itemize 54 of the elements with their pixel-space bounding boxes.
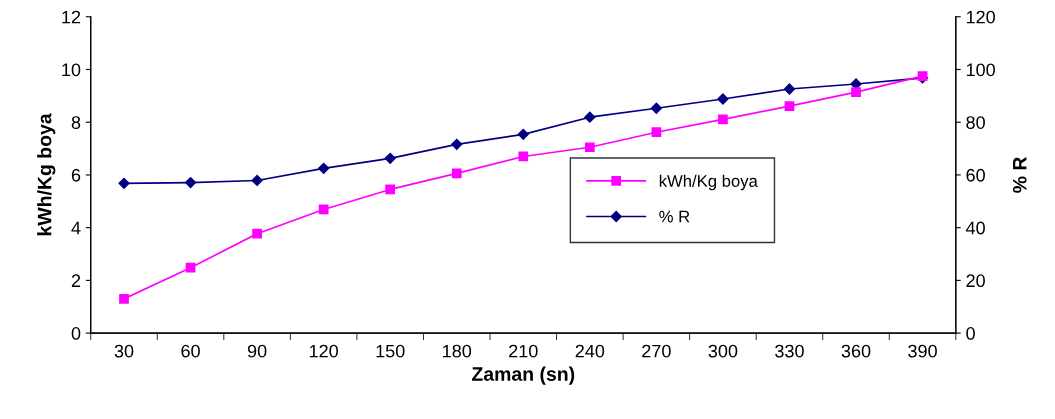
y2-tick-label: 100 (966, 63, 995, 77)
x-tick-label: 210 (509, 344, 538, 358)
y2-tick-label: 60 (966, 168, 985, 182)
point (184, 176, 197, 189)
y2-tick-label: 120 (966, 10, 995, 24)
x-tick-label: 180 (443, 344, 472, 358)
point (650, 102, 662, 114)
x-tick-label: 330 (775, 344, 804, 358)
x-tick-label: 270 (642, 344, 671, 358)
point (318, 162, 330, 174)
legend-label: kWh/Kg boya (659, 174, 758, 191)
y-axis-title: kWh/Kg boya (37, 113, 56, 236)
y-tick-label: 12 (62, 10, 81, 24)
point (584, 142, 595, 153)
x-tick-label: 240 (575, 344, 605, 358)
point (451, 168, 462, 179)
x-tick-label: 360 (841, 344, 871, 358)
point (783, 83, 796, 95)
point (384, 152, 396, 164)
y-tick-label: 8 (71, 116, 81, 129)
point (451, 138, 463, 150)
y-tick-label: 0 (71, 327, 81, 340)
point (584, 111, 596, 123)
point (517, 128, 529, 140)
y-tick-label: 4 (71, 221, 81, 235)
y2-tick-label: 20 (966, 274, 985, 288)
y2-tick-label: 40 (965, 221, 985, 235)
point (784, 101, 795, 111)
x-tick-label: 90 (247, 344, 267, 358)
x-tick-label: 120 (309, 344, 338, 358)
point (518, 151, 529, 162)
legend-label: % R (659, 210, 690, 223)
x-tick-label: 390 (908, 344, 937, 358)
point (185, 262, 196, 273)
y2-tick-label: 80 (966, 116, 985, 129)
point (718, 114, 728, 125)
x-tick-label: 150 (376, 344, 405, 358)
point (651, 127, 662, 138)
x-tick-label: 300 (708, 344, 738, 358)
point (318, 204, 329, 215)
x-tick-label: 60 (181, 344, 200, 358)
point (385, 184, 396, 195)
y-tick-label: 2 (71, 274, 81, 287)
y2-tick-label: 0 (966, 327, 975, 340)
point (252, 228, 262, 239)
y-tick-label: 6 (71, 168, 81, 182)
y-tick-label: 10 (62, 63, 81, 77)
point (119, 293, 129, 304)
y2-axis-title: % R (1012, 156, 1027, 193)
point (851, 87, 861, 98)
point (118, 177, 130, 189)
x-axis-title: Zaman (sn) (472, 366, 575, 385)
point (251, 174, 263, 187)
x-tick-label: 30 (114, 344, 134, 358)
